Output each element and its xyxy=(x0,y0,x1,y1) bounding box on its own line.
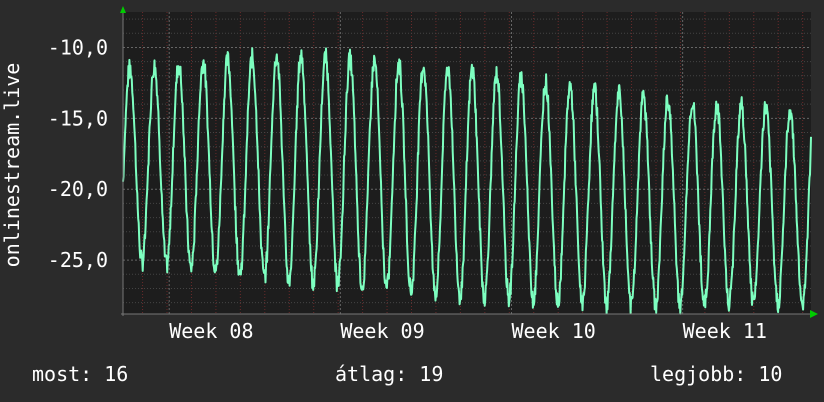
series-line xyxy=(122,47,812,315)
y-tick-label: -20,0 xyxy=(48,177,108,201)
x-axis-arrow xyxy=(810,310,818,318)
x-tick-label: Week 10 xyxy=(511,319,595,343)
y-tick-label: -25,0 xyxy=(48,248,108,272)
y-tick-label: -10,0 xyxy=(48,35,108,59)
line-chart: onlinestream.live -10,0 -15,0 -20,0 -25,0 W… xyxy=(0,6,818,343)
best-value: legjobb: 10 xyxy=(650,362,783,386)
y-axis-label: onlinestream.live xyxy=(0,63,24,268)
x-tick-label: Week 11 xyxy=(683,319,767,343)
x-tick-label: Week 08 xyxy=(169,319,253,343)
current-value: most: 16 xyxy=(32,362,129,386)
y-tick-label: -15,0 xyxy=(48,106,108,130)
average-value: átlag: 19 xyxy=(335,362,444,386)
x-tick-label: Week 09 xyxy=(340,319,424,343)
y-axis-arrow xyxy=(120,6,126,13)
